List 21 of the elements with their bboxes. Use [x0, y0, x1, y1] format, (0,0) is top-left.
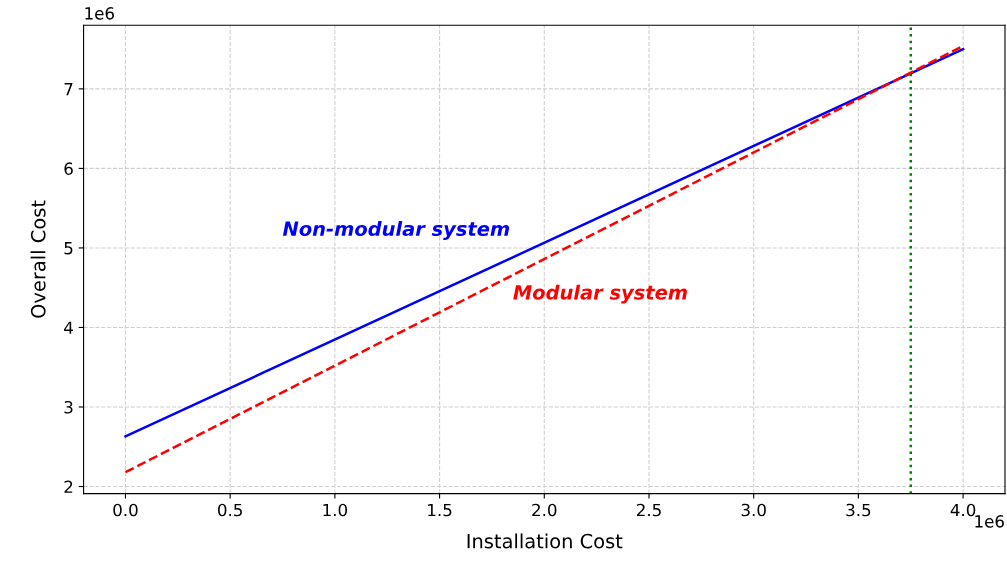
x-tick-label: 1.0 [323, 503, 348, 517]
y-tick-label: 6 [64, 162, 73, 175]
x-tick-label: 2.0 [532, 503, 557, 517]
y-axis-title: Overall Cost [30, 200, 46, 318]
x-tick-label: 0.0 [113, 503, 138, 517]
x-tick-label: 0.5 [218, 503, 242, 517]
series-label: Non-modular system [282, 221, 510, 240]
series-label: Modular system [513, 284, 687, 304]
y-tick-label: 3 [64, 400, 73, 414]
y-tick-label: 4 [64, 321, 73, 334]
x-tick-label: 2.5 [636, 503, 661, 517]
y-tick-label: 5 [64, 242, 73, 255]
y-tick-label: 7 [64, 83, 73, 96]
x-axis-title: Installation Cost [467, 533, 623, 549]
x-tick-label: 3.0 [741, 503, 766, 517]
x-tick-label: 4.0 [950, 503, 976, 517]
x-tick-label: 3.5 [846, 503, 871, 517]
x-tick-label: 1.5 [428, 503, 452, 517]
text: 1e6 [975, 515, 1004, 528]
y-tick-label: 2 [64, 480, 73, 493]
text: 1e6 [85, 7, 114, 20]
